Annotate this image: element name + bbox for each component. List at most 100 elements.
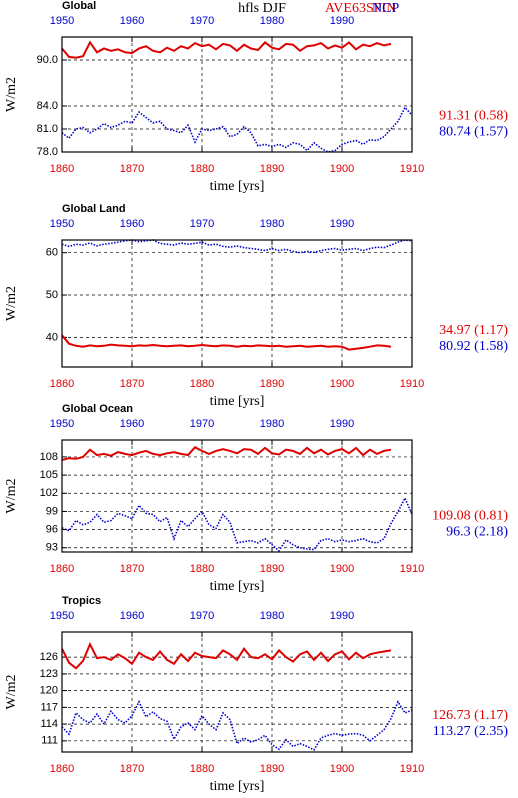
x2-tick-label: 1980 [260, 15, 284, 27]
series-annotation: 113.27 (2.35) [433, 724, 509, 739]
x2-tick-label: 1960 [120, 218, 144, 230]
x-axis-label: time [yrs] [210, 179, 265, 194]
x2-tick-label: 1970 [190, 218, 214, 230]
y-tick-label: 90.0 [37, 54, 58, 66]
y-tick-label: 117 [40, 701, 58, 713]
y-tick-label: 78.0 [37, 146, 58, 158]
y-tick-label: 99 [46, 505, 58, 517]
x-tick-label: 1870 [120, 378, 144, 390]
panel-title: Global Land [62, 203, 126, 215]
y-axis-label: W/m2 [4, 479, 19, 514]
y-tick-label: 93 [46, 542, 58, 554]
x-tick-label: 1870 [120, 563, 144, 575]
plot-frame [61, 439, 413, 553]
x-tick-label: 1910 [400, 163, 424, 175]
x2-tick-label: 1950 [50, 610, 74, 622]
y-tick-label: 50 [46, 289, 58, 301]
x2-tick-label: 1970 [190, 610, 214, 622]
x2-tick-label: 1990 [330, 218, 354, 230]
y-tick-label: 60 [46, 247, 58, 259]
x-tick-label: 1900 [330, 763, 354, 775]
series-line [61, 496, 413, 553]
x-tick-label: 1900 [330, 563, 354, 575]
x-tick-label: 1870 [120, 163, 144, 175]
series-annotation: 80.92 (1.58) [439, 339, 508, 354]
x-tick-label: 1900 [330, 163, 354, 175]
plot-frame [61, 36, 413, 153]
y-tick-label: 81.0 [37, 123, 58, 135]
x-tick-label: 1910 [400, 378, 424, 390]
x2-tick-label: 1980 [260, 218, 284, 230]
y-tick-label: 111 [41, 735, 58, 747]
y-tick-label: 108 [40, 451, 58, 463]
x-tick-label: 1860 [50, 563, 74, 575]
series-annotation: 80.74 (1.57) [439, 124, 508, 139]
x-tick-label: 1890 [260, 763, 284, 775]
x-tick-label: 1910 [400, 563, 424, 575]
legend-entry: NCP [372, 1, 399, 16]
x2-tick-label: 1970 [190, 15, 214, 27]
x-axis-label: time [yrs] [210, 394, 265, 409]
series-line [61, 446, 392, 461]
series-line [61, 699, 413, 751]
panel-title: Global [62, 0, 96, 12]
x2-tick-label: 1950 [50, 15, 74, 27]
legend-entry: AVE63SPIN [325, 1, 396, 16]
y-tick-label: 102 [40, 487, 58, 499]
series-annotation: 96.3 (2.18) [446, 525, 508, 540]
x-tick-label: 1880 [190, 563, 214, 575]
x-tick-label: 1860 [50, 378, 74, 390]
plot-frame [61, 631, 413, 753]
x-axis-label: time [yrs] [210, 779, 265, 794]
series-line [61, 40, 392, 59]
x-tick-label: 1890 [260, 378, 284, 390]
series-annotation: 91.31 (0.58) [439, 108, 508, 123]
x-tick-label: 1880 [190, 378, 214, 390]
x2-tick-label: 1950 [50, 218, 74, 230]
y-tick-label: 126 [40, 651, 58, 663]
x2-tick-label: 1980 [260, 610, 284, 622]
y-tick-label: 105 [40, 469, 58, 481]
series-annotation: 109.08 (0.81) [432, 509, 508, 524]
series-line [61, 334, 392, 351]
series-line [61, 641, 392, 670]
x2-tick-label: 1960 [120, 610, 144, 622]
x2-tick-label: 1950 [50, 418, 74, 430]
y-axis-label: W/m2 [4, 675, 19, 710]
series-line [61, 239, 413, 254]
figure-title: hfls DJF [238, 1, 286, 16]
panel-title: Global Ocean [62, 403, 133, 415]
x2-tick-label: 1980 [260, 418, 284, 430]
y-tick-label: 40 [46, 331, 58, 343]
panel-title: Tropics [62, 595, 101, 607]
x2-tick-label: 1960 [120, 15, 144, 27]
x-tick-label: 1880 [190, 163, 214, 175]
x-tick-label: 1870 [120, 763, 144, 775]
x2-tick-label: 1990 [330, 418, 354, 430]
series-annotation: 126.73 (1.17) [432, 708, 508, 723]
y-axis-label: W/m2 [4, 77, 19, 112]
x-tick-label: 1900 [330, 378, 354, 390]
x-axis-label: time [yrs] [210, 579, 265, 594]
x-tick-label: 1890 [260, 163, 284, 175]
x-tick-label: 1860 [50, 163, 74, 175]
plot-frame [61, 239, 413, 368]
y-axis-label: W/m2 [4, 286, 19, 321]
y-tick-label: 84.0 [37, 100, 58, 112]
series-annotation: 34.97 (1.17) [439, 323, 508, 338]
y-tick-label: 123 [40, 668, 58, 680]
x2-tick-label: 1970 [190, 418, 214, 430]
y-tick-label: 114 [40, 718, 58, 730]
x2-tick-label: 1960 [120, 418, 144, 430]
series-line [61, 106, 413, 153]
x2-tick-label: 1990 [330, 15, 354, 27]
x-tick-label: 1890 [260, 563, 284, 575]
y-tick-label: 120 [40, 685, 58, 697]
x2-tick-label: 1990 [330, 610, 354, 622]
x-tick-label: 1910 [400, 763, 424, 775]
x-tick-label: 1880 [190, 763, 214, 775]
y-tick-label: 96 [46, 524, 58, 536]
x-tick-label: 1860 [50, 763, 74, 775]
